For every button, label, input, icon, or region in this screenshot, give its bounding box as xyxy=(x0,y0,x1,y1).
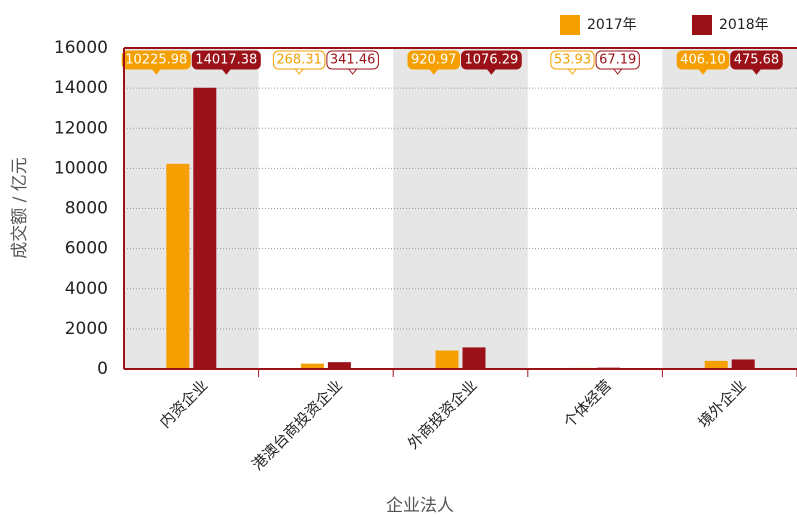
data-label-pointer xyxy=(221,68,232,75)
data-label-pointer xyxy=(294,68,305,75)
x-axis-label: 企业法人 xyxy=(386,496,454,516)
data-label: 341.46 xyxy=(330,53,376,68)
data-label: 268.31 xyxy=(276,53,322,68)
bar xyxy=(327,362,351,369)
legend-swatch xyxy=(560,15,580,35)
y-tick-label: 2000 xyxy=(65,319,108,339)
y-tick-label: 6000 xyxy=(65,239,108,259)
y-tick-label: 16000 xyxy=(54,38,108,58)
band-bg xyxy=(662,48,797,369)
y-tick-label: 10000 xyxy=(54,158,108,178)
x-tick-label: 外商投资企业 xyxy=(404,376,480,452)
bar xyxy=(166,163,190,369)
bar xyxy=(462,347,486,369)
data-label-pointer xyxy=(697,68,708,75)
data-label: 475.68 xyxy=(734,53,780,68)
data-label: 67.19 xyxy=(599,53,636,68)
data-label: 1076.29 xyxy=(465,53,519,68)
data-label: 53.93 xyxy=(554,53,591,68)
data-label: 10225.98 xyxy=(125,53,187,68)
bar xyxy=(435,350,459,369)
data-label: 920.97 xyxy=(411,53,457,68)
bar xyxy=(704,360,728,369)
data-label-pointer xyxy=(347,68,358,75)
x-tick-label: 个体经营 xyxy=(560,376,615,431)
data-label: 14017.38 xyxy=(195,53,257,68)
bar xyxy=(300,363,324,369)
y-tick-label: 4000 xyxy=(65,279,108,299)
x-tick-label: 境外企业 xyxy=(695,376,750,431)
data-label-pointer xyxy=(151,68,162,75)
band-bg xyxy=(124,48,259,369)
data-label-pointer xyxy=(486,68,497,75)
x-tick-label: 内资企业 xyxy=(156,376,211,431)
data-label-pointer xyxy=(428,68,439,75)
legend-swatch xyxy=(692,15,712,35)
data-label-pointer xyxy=(751,68,762,75)
y-tick-label: 14000 xyxy=(54,78,108,98)
bar xyxy=(731,359,755,369)
x-tick-label: 港澳台商投资企业 xyxy=(248,376,346,474)
data-label-pointer xyxy=(612,68,623,75)
y-tick-label: 8000 xyxy=(65,199,108,219)
y-tick-label: 12000 xyxy=(54,118,108,138)
data-label: 406.10 xyxy=(680,53,726,68)
y-tick-label: 0 xyxy=(97,359,108,379)
data-label-pointer xyxy=(567,68,578,75)
legend-label: 2017年 xyxy=(587,17,637,33)
bar xyxy=(193,87,217,370)
y-axis-label: 成交额 / 亿元 xyxy=(10,157,30,259)
legend-label: 2018年 xyxy=(719,17,769,33)
